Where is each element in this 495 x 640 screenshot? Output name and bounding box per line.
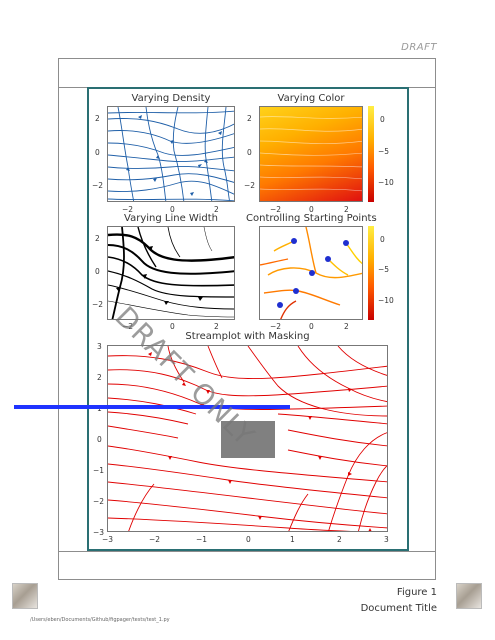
color-ytick: 2 (247, 114, 252, 123)
color-xtick: 0 (309, 205, 314, 214)
linewidth-xtick: −2 (122, 322, 134, 331)
density-xtick: 0 (170, 205, 175, 214)
linewidth-axes (107, 226, 235, 320)
start-colorbar-tick: −5 (378, 265, 390, 274)
footer-rule (58, 551, 436, 552)
draft-label: DRAFT (401, 42, 437, 53)
start-xtick: 0 (309, 322, 314, 331)
figure-label: Figure 1 (396, 587, 437, 598)
source-path: /Users/eben/Documents/Github/figpager/te… (30, 617, 170, 623)
density-ytick: 0 (95, 148, 100, 157)
start-xtick: −2 (270, 322, 282, 331)
masking-ytick: −2 (93, 497, 105, 506)
color-plot-title: Varying Color (277, 93, 345, 104)
color-colorbar-tick: 0 (380, 115, 385, 124)
masking-xtick: 1 (290, 535, 295, 544)
start-plot-title: Controlling Starting Points (246, 213, 377, 224)
density-xtick: 2 (214, 205, 219, 214)
masking-ytick: 0 (97, 435, 102, 444)
linewidth-ytick: 2 (95, 234, 100, 243)
start-streamlines (260, 227, 362, 319)
color-xtick: 2 (344, 205, 349, 214)
masking-ytick: 2 (97, 373, 102, 382)
start-colorbar (368, 226, 374, 320)
color-colorbar (368, 106, 374, 202)
masking-axes (107, 345, 388, 532)
masking-xtick: 3 (384, 535, 389, 544)
linewidth-plot-title: Varying Line Width (124, 213, 218, 224)
document-title: Document Title (360, 603, 437, 614)
color-xtick: −2 (270, 205, 282, 214)
linewidth-streamlines (108, 227, 234, 319)
masking-xtick: −1 (196, 535, 208, 544)
linewidth-xtick: 2 (214, 322, 219, 331)
mask-region (221, 421, 275, 458)
right-thumbnail (456, 583, 482, 609)
masking-ytick: −1 (93, 466, 105, 475)
masking-xtick: −3 (102, 535, 114, 544)
linewidth-ytick: 0 (95, 267, 100, 276)
linewidth-xtick: 0 (170, 322, 175, 331)
density-streamlines (108, 107, 234, 201)
masking-xtick: 0 (246, 535, 251, 544)
start-axes (259, 226, 363, 320)
color-ytick: −2 (244, 181, 256, 190)
density-plot-title: Varying Density (131, 93, 211, 104)
color-axes (259, 106, 363, 202)
color-streamlines (260, 116, 362, 192)
masking-xtick: 2 (337, 535, 342, 544)
color-colorbar-tick: −5 (378, 147, 390, 156)
left-thumbnail (12, 583, 38, 609)
masking-ytick: 3 (97, 342, 102, 351)
color-colorbar-tick: −10 (378, 178, 394, 187)
density-xtick: −2 (122, 205, 134, 214)
density-axes (107, 106, 235, 202)
masking-xtick: −2 (149, 535, 161, 544)
start-xtick: 2 (344, 322, 349, 331)
masking-plot-title: Streamplot with Masking (185, 331, 310, 342)
color-ytick: 0 (247, 148, 252, 157)
linewidth-ytick: −2 (92, 300, 104, 309)
figure-border (87, 87, 409, 551)
page-frame (58, 58, 436, 580)
density-ytick: 2 (95, 114, 100, 123)
masking-ytick: −3 (93, 528, 105, 537)
blue-marker-bar (14, 405, 290, 409)
start-colorbar-tick: −10 (378, 296, 394, 305)
start-colorbar-tick: 0 (380, 235, 385, 244)
density-ytick: −2 (92, 181, 104, 190)
